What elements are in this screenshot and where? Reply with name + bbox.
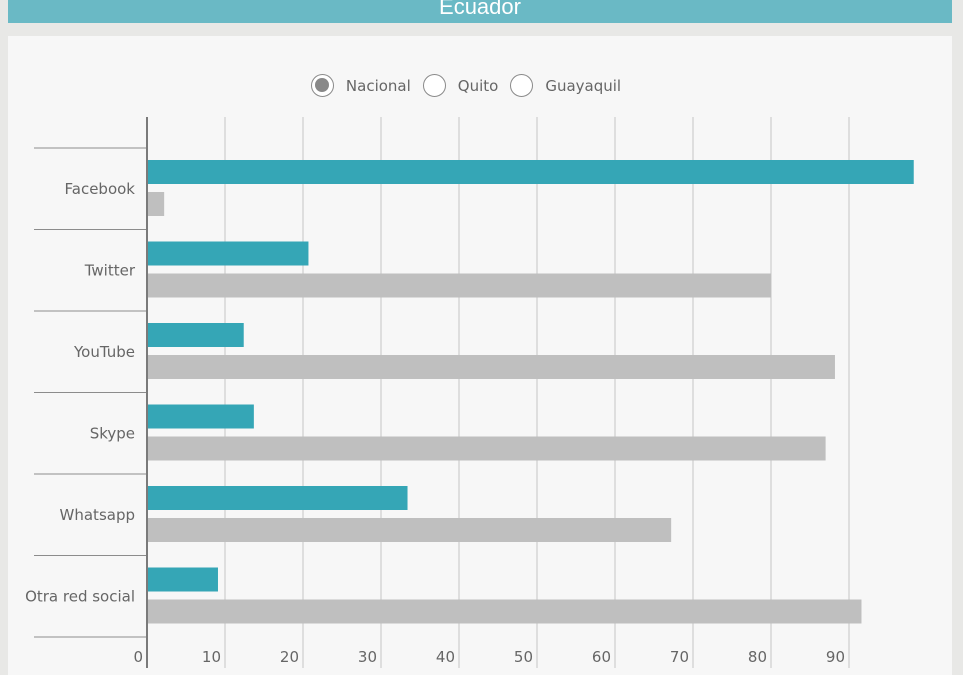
radio-empty-icon[interactable]: [510, 74, 534, 97]
page-title: Ecuador: [439, 0, 521, 19]
page-header: Ecuador: [8, 0, 952, 23]
tick-label: 70: [670, 648, 689, 666]
radio-label: Guayaquil: [545, 76, 622, 95]
category-label: Whatsapp: [60, 506, 135, 524]
tick-label: 20: [280, 648, 299, 666]
radio-quito[interactable]: Quito: [422, 74, 499, 97]
radio-empty-icon[interactable]: [422, 74, 446, 97]
radio-guayaquil[interactable]: Guayaquil: [510, 74, 621, 97]
tick-label: 30: [358, 648, 377, 666]
tick-label: 90: [826, 648, 845, 666]
bar: [147, 273, 771, 298]
bar: [147, 241, 309, 266]
radio-nacional[interactable]: Nacional: [310, 74, 411, 97]
category-label: Skype: [90, 424, 135, 442]
bar: [147, 567, 218, 592]
bar: [147, 404, 254, 429]
bar: [147, 436, 826, 461]
category-label: Otra red social: [25, 587, 135, 605]
tick-label: 60: [592, 648, 611, 666]
category-label: YouTube: [73, 343, 135, 361]
tick-label: 40: [436, 648, 455, 666]
tick-label: 10: [202, 648, 221, 666]
city-selector: Nacional Quito Guayaquil: [0, 74, 944, 97]
bar: [147, 192, 165, 216]
category-label: Twitter: [84, 261, 136, 279]
radio-label: Nacional: [345, 76, 411, 95]
bar: [147, 323, 244, 347]
category-label: Facebook: [65, 180, 136, 198]
radio-label: Quito: [457, 76, 499, 95]
bar: [147, 160, 914, 184]
tick-label: 50: [514, 648, 533, 666]
bar: [147, 518, 672, 542]
radio-selected-icon[interactable]: [310, 74, 334, 97]
bar: [147, 355, 835, 379]
tick-label: 0: [133, 648, 143, 666]
bar: [147, 486, 408, 510]
tick-label: 80: [748, 648, 767, 666]
bar: [147, 599, 862, 624]
